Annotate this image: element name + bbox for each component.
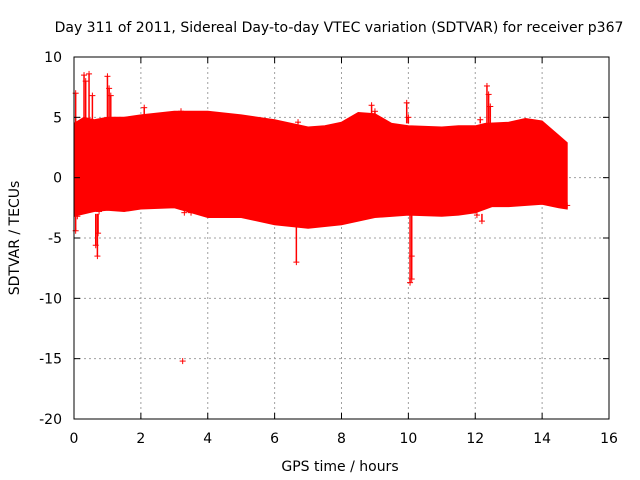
x-tick-label: 0 — [70, 431, 79, 447]
x-tick-label: 8 — [337, 431, 346, 447]
x-axis-label: GPS time / hours — [281, 459, 398, 475]
data-point — [488, 200, 495, 207]
chart-title: Day 311 of 2011, Sidereal Day-to-day VTE… — [55, 20, 624, 36]
grid-lines — [74, 57, 609, 419]
y-tick-label: -5 — [48, 231, 62, 247]
y-tick-label: -10 — [39, 291, 62, 307]
axis-ticks: 0 2 4 6 8 10 12 14 16 -20 -15 -10 -5 0 5 10 — [39, 50, 618, 447]
y-tick-label: 0 — [53, 171, 62, 187]
x-tick-label: 16 — [600, 431, 618, 447]
x-tick-label: 4 — [203, 431, 212, 447]
x-tick-label: 14 — [533, 431, 551, 447]
y-tick-label: -15 — [39, 352, 62, 368]
x-tick-label: 10 — [399, 431, 417, 447]
data-point — [564, 202, 571, 209]
data-point — [96, 208, 103, 215]
y-tick-label: 5 — [53, 110, 62, 126]
data-point — [179, 358, 186, 365]
y-axis-label: SDTVAR / TECUs — [7, 181, 23, 296]
x-tick-label: 2 — [136, 431, 145, 447]
y-tick-label: 10 — [44, 50, 62, 66]
x-tick-label: 6 — [270, 431, 279, 447]
x-tick-label: 12 — [466, 431, 484, 447]
data-density-band — [73, 110, 568, 229]
data-point — [181, 209, 188, 216]
y-tick-label: -20 — [39, 412, 62, 428]
data-point — [188, 209, 195, 216]
plot-area — [72, 70, 571, 365]
